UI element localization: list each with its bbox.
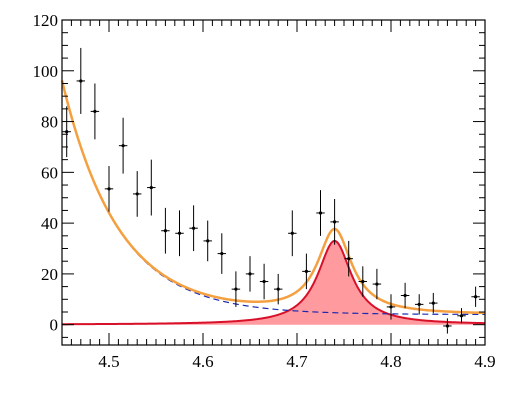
data-point-3 [90, 83, 100, 140]
data-point-16 [273, 273, 283, 305]
data-point-12 [217, 233, 227, 274]
data-point-27 [429, 292, 438, 314]
data-point-19 [316, 190, 325, 236]
data-point-9 [175, 210, 184, 257]
data-point-marker [445, 324, 449, 328]
y-tick-label: 80 [41, 113, 58, 132]
background-layer [61, 80, 486, 316]
data-point-marker [333, 220, 337, 224]
signal-fit-curve [61, 239, 486, 326]
data-point-7 [147, 159, 156, 216]
total-fit-curve [60, 80, 486, 315]
y-tick-label: 100 [33, 62, 59, 81]
data-point-28 [443, 318, 452, 334]
data-point-marker [163, 229, 167, 233]
signal-fill-area [62, 240, 485, 325]
data-point-13 [231, 271, 241, 307]
data-point-marker [65, 130, 69, 134]
x-tick-label: 4.6 [192, 352, 213, 371]
data-point-marker [304, 269, 308, 273]
data-point-5 [118, 117, 128, 174]
x-tick-label: 4.7 [286, 352, 308, 371]
data-point-marker [234, 287, 238, 291]
axis-ticks [61, 19, 486, 345]
data-point-25 [400, 282, 410, 309]
data-point-marker [459, 314, 464, 318]
data-point-marker [262, 279, 266, 284]
data-point-marker [318, 211, 323, 215]
y-tick-label: 0 [50, 316, 59, 335]
data-point-marker [220, 251, 224, 256]
data-point-marker [347, 257, 351, 261]
data-point-marker [361, 279, 365, 284]
data-point-marker [79, 79, 83, 83]
data-points [62, 47, 480, 334]
x-tick-label: 4.5 [98, 352, 119, 371]
data-point-18 [302, 253, 311, 290]
y-tick-label: 20 [41, 265, 58, 284]
total-layer [60, 80, 486, 315]
y-tick-label: 40 [41, 214, 58, 233]
data-point-marker [206, 239, 210, 243]
data-point-marker [474, 295, 478, 299]
data-point-marker [389, 305, 393, 309]
y-tick-label: 120 [33, 11, 59, 30]
data-point-marker [121, 144, 125, 148]
data-point-marker [417, 302, 421, 306]
data-point-17 [288, 210, 297, 257]
data-point-marker [149, 185, 153, 190]
data-point-24 [386, 294, 396, 320]
data-point-marker [107, 187, 111, 191]
data-point-marker [93, 109, 97, 114]
data-point-23 [372, 268, 382, 300]
data-point-6 [132, 171, 142, 217]
data-point-marker [375, 282, 379, 286]
data-point-22 [358, 266, 368, 297]
data-point-marker [290, 231, 294, 235]
data-point-14 [245, 256, 255, 292]
data-point-20 [330, 199, 339, 245]
x-tick-label: 4.8 [380, 352, 401, 371]
plot-frame [61, 19, 486, 346]
signal-layer [61, 239, 486, 326]
data-point-marker [248, 272, 252, 276]
data-point-8 [161, 207, 170, 254]
data-point-26 [414, 294, 424, 315]
y-tick-label: 60 [41, 163, 58, 182]
data-point-15 [259, 263, 269, 300]
data-point-29 [457, 308, 466, 324]
data-point-30 [471, 286, 480, 307]
data-point-marker [403, 293, 407, 298]
data-point-2 [76, 47, 86, 114]
data-point-marker [177, 231, 182, 235]
data-point-10 [189, 205, 198, 252]
data-point-marker [192, 226, 196, 230]
data-point-marker [135, 192, 139, 196]
data-point-marker [431, 301, 435, 305]
data-point-4 [104, 165, 114, 212]
data-point-1 [62, 106, 71, 158]
data-point-marker [276, 287, 280, 291]
tick-labels: 4.5 4.6 4.7 4.8 4.9 0 20 40 60 80 100 120 [33, 11, 496, 371]
background-fit-curve [61, 80, 486, 316]
x-tick-label: 4.9 [474, 352, 495, 371]
data-point-11 [203, 220, 212, 262]
data-point-21 [344, 240, 353, 277]
